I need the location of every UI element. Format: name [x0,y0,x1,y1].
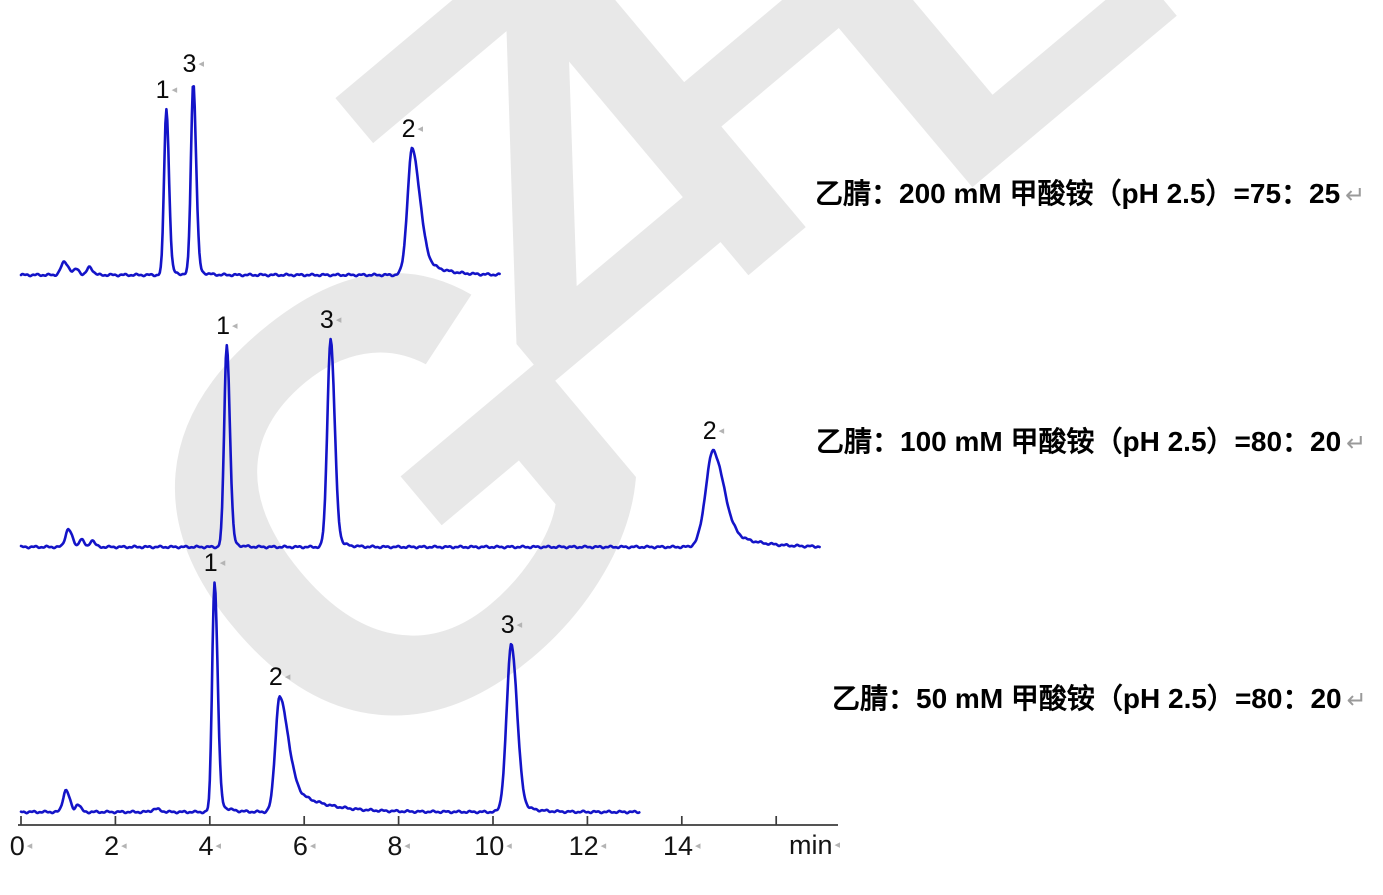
format-anchor-mark: ◂ [600,840,607,852]
peak-number: 3 [500,611,515,639]
peak-number: 3 [319,306,334,334]
peak-number-label: 3 ◂ [320,307,341,333]
peak-number-label: 3 ◂ [501,612,522,638]
axis-tick-value: 8 [387,831,403,861]
format-anchor-mark: ◂ [284,671,291,683]
chromatogram-trace-1 [19,85,501,278]
caption-text: 乙腈：200 mM 甲酸铵（pH 2.5）=75：25 [815,178,1341,209]
axis-tick-value: 4 [198,831,214,861]
peak-number: 2 [401,115,416,143]
peak-number-label: 2 ◂ [402,116,423,142]
format-anchor-mark: ◂ [834,839,841,851]
format-anchor-mark: ◂ [26,840,33,852]
mobile-phase-caption-1: 乙腈：200 mM 甲酸铵（pH 2.5）=75：25 ↵ [815,177,1365,213]
paragraph-return-mark: ↵ [1345,182,1366,209]
axis-unit-text: min [789,830,833,860]
format-anchor-mark: ◂ [198,58,204,70]
mobile-phase-caption-3: 乙腈：50 mM 甲酸铵（pH 2.5）=80：20 ↵ [832,682,1367,718]
caption-text: 乙腈：100 mM 甲酸铵（pH 2.5）=80：20 [816,426,1342,457]
axis-tick-label: 6 ◂ [293,832,316,860]
axis-tick-value: 12 [568,831,599,861]
peak-number: 1 [216,312,230,340]
axis-tick-value: 6 [292,831,308,861]
axis-tick-value: 10 [474,831,505,861]
format-anchor-mark: ◂ [171,84,178,96]
peak-number: 1 [203,549,218,577]
peak-number: 2 [268,663,283,691]
mobile-phase-caption-2: 乙腈：100 mM 甲酸铵（pH 2.5）=80：20 ↵ [816,425,1366,461]
peak-number: 3 [182,50,197,78]
peak-number-label: 1 ◂ [204,550,225,576]
axis-tick-label: 14 ◂ [663,832,701,860]
format-anchor-mark: ◂ [718,425,725,437]
peak-number-label: 1 ◂ [156,77,177,103]
format-anchor-mark: ◂ [335,314,342,326]
format-anchor-mark: ◂ [695,840,701,852]
caption-text: 乙腈：50 mM 甲酸铵（pH 2.5）=80：20 [832,683,1342,714]
peak-number-label: 2 ◂ [703,418,724,444]
axis-tick-value: 2 [104,831,120,861]
format-anchor-mark: ◂ [219,557,226,569]
format-anchor-mark: ◂ [309,840,316,852]
axis-unit-label: min ◂ [789,831,840,859]
chromatogram-trace-3 [19,581,641,815]
chromatogram-trace-2 [19,337,821,550]
format-anchor-mark: ◂ [215,840,222,852]
format-anchor-mark: ◂ [506,840,512,852]
axis-tick-label: 10 ◂ [474,832,512,860]
peak-number: 1 [155,76,170,104]
peak-number-label: 2 ◂ [269,664,290,690]
peak-number-label: 3 ◂ [183,51,204,77]
format-anchor-mark: ◂ [121,840,127,852]
axis-tick-label: 12 ◂ [569,832,607,860]
peak-number: 2 [702,417,717,445]
format-anchor-mark: ◂ [231,320,238,332]
format-anchor-mark: ◂ [516,619,523,631]
axis-tick-value: 14 [663,831,694,861]
axis-tick-value: 0 [9,831,25,861]
axis-tick-label: 8 ◂ [387,832,410,860]
axis-tick-label: 4 ◂ [199,832,222,860]
format-anchor-mark: ◂ [404,840,410,852]
paragraph-return-mark: ↵ [1346,430,1367,457]
axis-tick-label: 0 ◂ [10,832,33,860]
peak-number-label: 1 ◂ [216,313,237,339]
format-anchor-mark: ◂ [417,123,423,135]
paragraph-return-mark: ↵ [1346,687,1367,714]
axis-tick-label: 2 ◂ [104,832,127,860]
